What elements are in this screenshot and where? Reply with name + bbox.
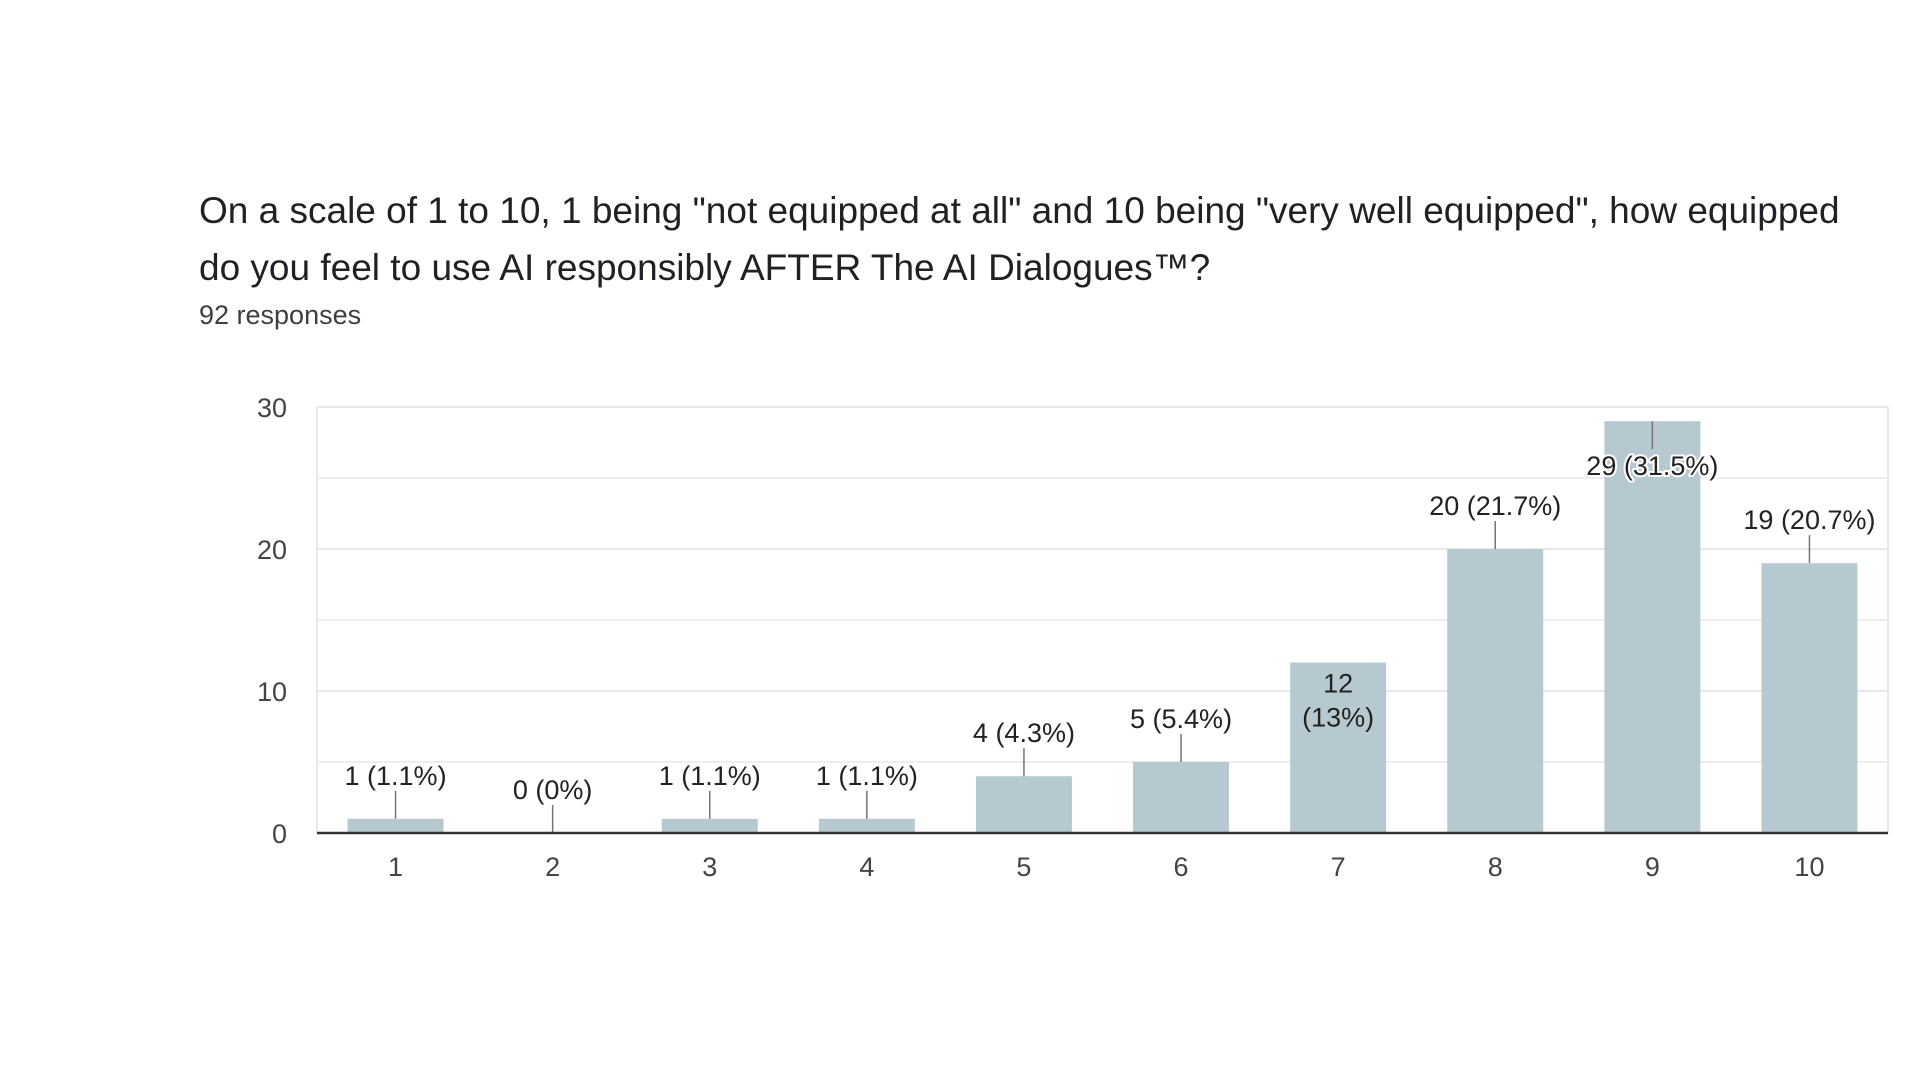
- y-tick-label: 10: [257, 677, 287, 707]
- bar-6: [1133, 762, 1230, 833]
- data-label: 12: [1323, 669, 1353, 699]
- y-tick-label: 0: [272, 819, 287, 849]
- bar-10: [1761, 563, 1858, 833]
- label-leader-lines: [394, 421, 1811, 833]
- bars: [347, 421, 1858, 833]
- x-tick-label: 5: [1016, 852, 1031, 882]
- response-count: 92 responses: [199, 300, 362, 330]
- data-label: 19 (20.7%): [1743, 505, 1875, 535]
- data-label: (13%): [1302, 703, 1374, 733]
- data-label: 29 (31.5%): [1586, 451, 1718, 481]
- x-tick-label: 6: [1174, 852, 1189, 882]
- x-tick-label: 4: [859, 852, 874, 882]
- bar-4: [818, 818, 915, 833]
- bar-3: [661, 818, 758, 833]
- x-tick-label: 8: [1488, 852, 1503, 882]
- y-tick-label: 30: [257, 393, 287, 423]
- x-tick-label: 10: [1794, 852, 1824, 882]
- x-tick-label: 2: [545, 852, 560, 882]
- data-label: 1 (1.1%): [345, 761, 447, 791]
- y-axis-tick-labels: 0 10 20 30: [257, 393, 287, 849]
- question-title: On a scale of 1 to 10, 1 being "not equi…: [199, 190, 1840, 288]
- x-tick-label: 7: [1331, 852, 1346, 882]
- bar-9: [1604, 421, 1701, 833]
- x-axis-tick-labels: 1 2 3 4 5 6 7 8 9 10: [388, 852, 1824, 882]
- data-labels: 1 (1.1%) 0 (0%) 1 (1.1%) 1 (1.1%) 4 (4.3%) 5 …: [345, 449, 1876, 805]
- data-label: 0 (0%): [513, 775, 593, 805]
- data-label: 5 (5.4%): [1130, 704, 1232, 734]
- data-label: 20 (21.7%): [1429, 491, 1561, 521]
- x-tick-label: 3: [702, 852, 717, 882]
- x-tick-label: 9: [1645, 852, 1660, 882]
- bar-5: [975, 776, 1072, 833]
- data-label: 4 (4.3%): [973, 718, 1075, 748]
- x-tick-label: 1: [388, 852, 403, 882]
- y-tick-label: 20: [257, 535, 287, 565]
- data-label: 1 (1.1%): [659, 761, 761, 791]
- bar-8: [1447, 549, 1544, 833]
- bar-7: [1290, 662, 1387, 833]
- data-label: 1 (1.1%): [816, 761, 918, 791]
- bar-1: [347, 818, 444, 833]
